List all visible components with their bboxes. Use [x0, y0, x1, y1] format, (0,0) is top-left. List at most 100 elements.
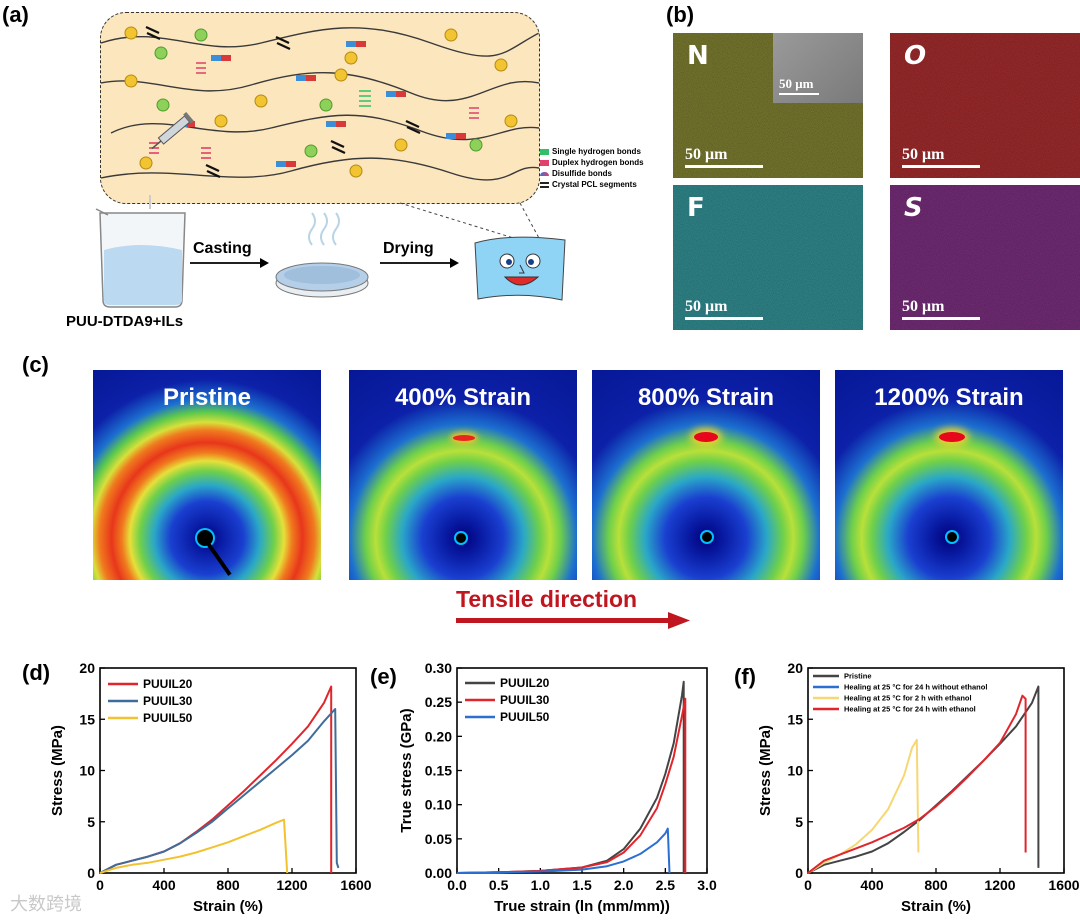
x-tick-label: 0.5 [489, 877, 509, 893]
y-tick-label: 20 [79, 660, 95, 676]
schematic-leader-lines [399, 202, 541, 241]
chart-d: 0 400 800 1200 1600 0 5 10 15 20 Strain (%) Stress … [49, 660, 372, 915]
legend-row-duplex-hb: Duplex hydrogen bonds [540, 157, 644, 168]
series-line-4 [807, 694, 1027, 874]
legend-label-4: Healing at 25 °C for 24 h with ethanol [844, 705, 976, 714]
saxs-pristine: Pristine [93, 370, 321, 580]
x-tick-label: 2.5 [656, 877, 676, 893]
x-tick-label: 1600 [340, 877, 371, 893]
beaker-label: PUU-DTDA9+ILs [66, 313, 184, 330]
series-line-1 [99, 685, 333, 874]
saxs-pattern-400 [349, 370, 577, 580]
y-tick-label: 0.05 [425, 831, 452, 847]
y-tick-label: 10 [79, 763, 95, 779]
series-line-1 [456, 680, 685, 874]
duplex-hydrogen-bond-swatch [540, 159, 549, 166]
syringe-icon [151, 111, 194, 150]
y-tick-label: 0 [795, 865, 803, 881]
saxs-pattern-800 [592, 370, 820, 580]
tensile-arrow-icon [456, 612, 690, 629]
panel-a: (a) [0, 0, 660, 335]
element-label-o: O [904, 41, 927, 71]
y-axis-label: Stress (MPa) [757, 725, 774, 816]
saxs-meridional-spot-800 [694, 432, 718, 442]
eds-map-o: O 50 μm [890, 33, 1080, 178]
axes-e: 0.0 0.5 1.0 1.5 2.0 2.5 3.0 0.00 0.05 0.10 0.15 0.2… [398, 660, 717, 915]
chart-e: 0.0 0.5 1.0 1.5 2.0 2.5 3.0 0.00 0.05 0.10 0.15 0.2… [398, 660, 717, 915]
element-label-f: F [687, 193, 705, 223]
legend-label-3: Healing at 25 °C for 2 h with ethanol [844, 694, 972, 703]
x-tick-label: 1600 [1048, 877, 1079, 893]
y-tick-label: 5 [87, 814, 95, 830]
y-tick-label: 0.25 [425, 694, 452, 710]
saxs-label-800: 800% Strain [637, 384, 775, 411]
saxs-800: 800% Strain [592, 370, 820, 580]
panel-c-label: (c) [22, 352, 49, 377]
element-label-n: N [687, 41, 709, 71]
watermark: 大数跨境 [10, 894, 82, 914]
eds-map-f-noise [673, 185, 863, 330]
x-tick-label: 0.0 [447, 877, 467, 893]
chart-f: 0 400 800 1200 1600 0 5 10 15 20 Strain (%) Stress … [757, 660, 1080, 915]
x-tick-label: 800 [216, 877, 240, 893]
eds-map-s: S 50 μm [890, 185, 1080, 330]
x-axis-label: True strain (ln (mm/mm)) [494, 898, 670, 915]
legend-row-crystal-pcl: Crystal PCL segments [540, 179, 644, 190]
x-axis-label: Strain (%) [901, 898, 971, 915]
y-axis-label: True stress (GPa) [398, 708, 415, 832]
x-tick-label: 1200 [984, 877, 1015, 893]
eds-map-s-noise [890, 185, 1080, 330]
legend-label-1: Pristine [844, 672, 872, 681]
eds-map-n: 50 μm N 50 μm [673, 33, 863, 178]
bond-legend: Single hydrogen bonds Duplex hydrogen bo… [540, 146, 644, 190]
legend-label-3: PUUIL50 [500, 710, 550, 724]
beaker-icon [95, 195, 186, 308]
x-tick-label: 1.0 [531, 877, 551, 893]
axes-f: 0 400 800 1200 1600 0 5 10 15 20 Strain (%) Stress … [757, 660, 1080, 915]
polymer-network-illustration [101, 26, 539, 181]
y-tick-label: 0.00 [425, 865, 452, 881]
y-tick-label: 10 [787, 763, 803, 779]
saxs-label-400: 400% Strain [394, 384, 532, 411]
x-axis-label: Strain (%) [193, 898, 263, 915]
x-tick-label: 800 [924, 877, 948, 893]
y-tick-label: 5 [795, 814, 803, 830]
y-tick-label: 0.10 [425, 797, 452, 813]
series-line-3 [807, 738, 920, 874]
x-tick-label: 3.0 [697, 877, 717, 893]
series-line-2 [99, 708, 340, 874]
eds-map-f: F 50 μm [673, 185, 863, 330]
legend-label-2: PUUIL30 [143, 694, 193, 708]
saxs-pattern-1200 [835, 370, 1063, 580]
crystal-pcl-swatch [540, 181, 549, 188]
scale-bar-n: 50 μm [685, 146, 763, 168]
y-tick-label: 0.30 [425, 660, 452, 676]
y-tick-label: 0.15 [425, 763, 452, 779]
saxs-label-pristine: Pristine [162, 384, 252, 411]
scale-bar-s: 50 μm [902, 298, 980, 320]
x-tick-label: 1.5 [572, 877, 592, 893]
panel-e-label: (e) [370, 664, 397, 689]
legend-row-disulfide: Disulfide bonds [540, 168, 644, 179]
single-hydrogen-bond-swatch [540, 148, 549, 155]
panel-b-label: (b) [666, 2, 695, 27]
y-tick-label: 0 [87, 865, 95, 881]
y-tick-label: 0.20 [425, 728, 452, 744]
y-tick-label: 20 [787, 660, 803, 676]
series-line-1 [807, 685, 1040, 874]
smiling-film-icon [474, 236, 566, 301]
beam-stop-icon [456, 533, 466, 543]
beam-stop-icon [947, 532, 957, 542]
panel-a-label: (a) [2, 2, 29, 27]
saxs-meridional-spot-400 [453, 435, 475, 441]
y-tick-label: 15 [79, 711, 95, 727]
element-label-s: S [904, 193, 923, 223]
x-tick-label: 400 [152, 877, 176, 893]
panel-d-label: (d) [22, 660, 51, 685]
axes-d: 0 400 800 1200 1600 0 5 10 15 20 Strain (%) Stress … [49, 660, 372, 915]
panel-f-label: (f) [734, 664, 756, 689]
disulfide-bond-swatch [540, 171, 549, 176]
tensile-direction-label: Tensile direction [456, 586, 638, 612]
legend-label-2: PUUIL30 [500, 693, 550, 707]
scale-bar-f: 50 μm [685, 298, 763, 320]
